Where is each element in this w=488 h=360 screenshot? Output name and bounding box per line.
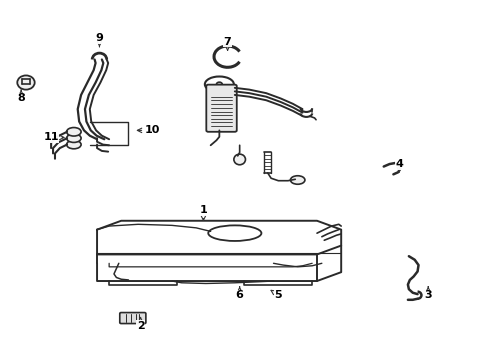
- Text: 6: 6: [235, 287, 243, 300]
- Ellipse shape: [233, 154, 245, 165]
- Text: 11: 11: [43, 132, 64, 143]
- Text: 5: 5: [270, 290, 282, 300]
- Ellipse shape: [66, 127, 81, 136]
- Ellipse shape: [290, 176, 305, 184]
- FancyBboxPatch shape: [120, 312, 145, 324]
- Text: 4: 4: [394, 159, 402, 172]
- Text: 8: 8: [17, 90, 25, 103]
- Ellipse shape: [66, 140, 81, 149]
- FancyBboxPatch shape: [206, 85, 236, 132]
- Ellipse shape: [216, 82, 222, 86]
- Ellipse shape: [66, 134, 81, 143]
- Ellipse shape: [17, 76, 35, 90]
- Text: 2: 2: [137, 318, 144, 331]
- Text: 1: 1: [199, 205, 207, 220]
- Text: 10: 10: [137, 125, 160, 135]
- Text: 7: 7: [223, 37, 231, 50]
- Text: 3: 3: [424, 287, 431, 300]
- Text: 9: 9: [95, 33, 103, 46]
